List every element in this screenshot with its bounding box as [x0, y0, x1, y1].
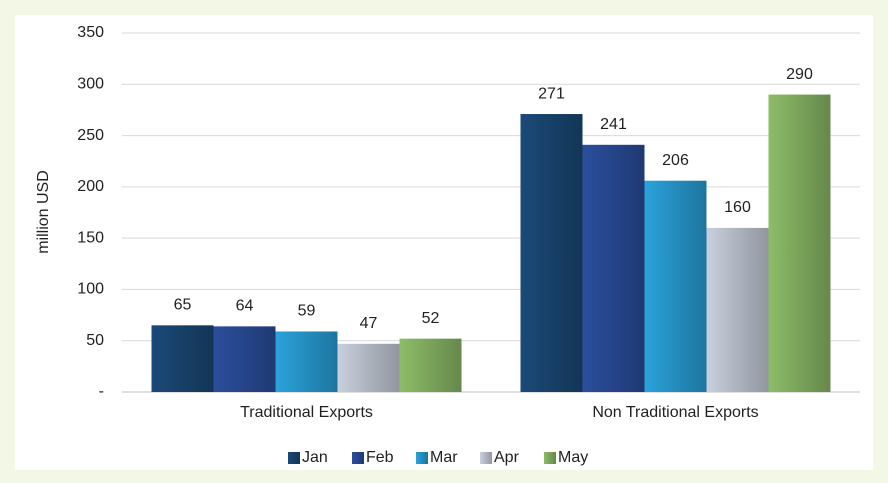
y-axis-label: million USD [35, 170, 52, 254]
x-tick-label: Traditional Exports [240, 404, 373, 421]
data-label: 59 [298, 303, 316, 320]
data-label: 290 [786, 66, 813, 83]
legend-label: Jan [302, 449, 328, 466]
bar [213, 326, 276, 392]
data-label: 65 [174, 297, 192, 314]
y-tick-label: 150 [77, 229, 104, 246]
bar [706, 227, 769, 392]
bar [582, 144, 645, 392]
y-tick-label: 350 [77, 24, 104, 41]
legend-label: May [558, 449, 588, 466]
data-label: 64 [236, 298, 254, 315]
data-label: 160 [724, 199, 751, 216]
legend-swatch [352, 452, 364, 464]
y-tick-label: 50 [86, 332, 104, 349]
data-label: 241 [600, 116, 627, 133]
bar [768, 94, 831, 393]
bar [151, 325, 214, 392]
data-label: 47 [360, 315, 378, 332]
bar [337, 343, 400, 392]
y-tick-label: 300 [77, 76, 104, 93]
data-label: 206 [662, 152, 689, 169]
y-tick-label: - [99, 383, 104, 400]
y-tick-label: 100 [77, 281, 104, 298]
legend-swatch [480, 452, 492, 464]
y-tick-label: 200 [77, 178, 104, 195]
legend-label: Mar [430, 449, 458, 466]
bar [275, 331, 338, 392]
legend-label: Apr [494, 449, 520, 466]
data-label: 271 [538, 85, 565, 102]
bar [520, 114, 583, 392]
legend-swatch [416, 452, 428, 464]
bar [644, 180, 707, 392]
legend-label: Feb [366, 449, 394, 466]
legend-swatch [288, 452, 300, 464]
x-tick-label: Non Traditional Exports [592, 404, 758, 421]
bar [399, 338, 462, 392]
data-label: 52 [422, 310, 440, 327]
legend-swatch [544, 452, 556, 464]
y-tick-label: 250 [77, 127, 104, 144]
